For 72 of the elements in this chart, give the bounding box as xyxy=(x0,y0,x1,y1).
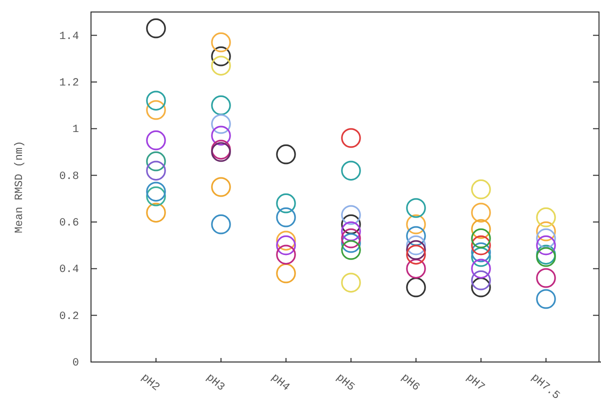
point xyxy=(211,56,231,76)
point xyxy=(276,263,296,284)
point xyxy=(146,151,166,172)
point xyxy=(406,226,426,246)
point xyxy=(276,193,296,214)
y-tick-label: 1.4 xyxy=(59,30,80,43)
point xyxy=(341,214,361,234)
point xyxy=(341,160,361,181)
point xyxy=(341,205,361,225)
point xyxy=(471,235,491,256)
x-tick-label: pH7 xyxy=(464,372,486,394)
point xyxy=(471,228,491,248)
x-tick-label: pH3 xyxy=(204,372,226,394)
point xyxy=(146,182,166,202)
point xyxy=(341,240,361,260)
point xyxy=(211,214,231,234)
x-tick-label: pH4 xyxy=(268,372,292,394)
point xyxy=(536,221,556,242)
point xyxy=(146,90,166,111)
point xyxy=(146,202,166,223)
point xyxy=(471,277,491,298)
point xyxy=(471,270,491,290)
point xyxy=(211,32,231,52)
point xyxy=(211,114,231,134)
point xyxy=(406,235,426,256)
point xyxy=(471,247,491,267)
point xyxy=(341,272,361,293)
point xyxy=(341,221,361,242)
y-tick-label: 0.6 xyxy=(59,218,79,230)
x-tick-label: pH5 xyxy=(334,372,356,394)
y-tick-label: 0.4 xyxy=(59,264,80,276)
point xyxy=(471,242,491,262)
y-tick-label: 1.2 xyxy=(59,78,79,90)
point xyxy=(146,130,166,150)
point xyxy=(406,277,426,298)
point xyxy=(406,214,426,234)
y-axis-title: Mean RMSD (nm) xyxy=(14,140,26,234)
point xyxy=(471,258,491,279)
y-tick-label: 0.2 xyxy=(59,310,79,323)
point xyxy=(536,268,556,288)
point xyxy=(471,202,491,223)
point xyxy=(536,235,556,256)
y-tick-label: 1 xyxy=(72,124,80,136)
point xyxy=(211,177,231,197)
point xyxy=(406,258,426,279)
point xyxy=(536,207,556,228)
point xyxy=(471,219,491,239)
point xyxy=(341,233,361,253)
point xyxy=(276,244,296,265)
x-tick-label: pH6 xyxy=(398,372,422,394)
point xyxy=(471,179,491,200)
point xyxy=(211,95,231,116)
point xyxy=(146,18,166,38)
point xyxy=(406,198,426,218)
point xyxy=(341,128,361,148)
point xyxy=(276,235,296,256)
point xyxy=(406,240,426,260)
point xyxy=(536,289,556,309)
y-tick-label: 0 xyxy=(72,358,79,370)
point xyxy=(276,230,296,251)
point xyxy=(276,144,296,164)
y-tick-label: 0.8 xyxy=(59,170,79,183)
x-tick-label: pH2 xyxy=(138,372,162,394)
point xyxy=(341,228,361,248)
point xyxy=(146,160,166,181)
point xyxy=(211,126,231,146)
point xyxy=(406,244,426,265)
point xyxy=(536,228,556,248)
point xyxy=(211,46,231,66)
point xyxy=(146,100,166,120)
point xyxy=(146,186,166,206)
point xyxy=(276,207,296,228)
